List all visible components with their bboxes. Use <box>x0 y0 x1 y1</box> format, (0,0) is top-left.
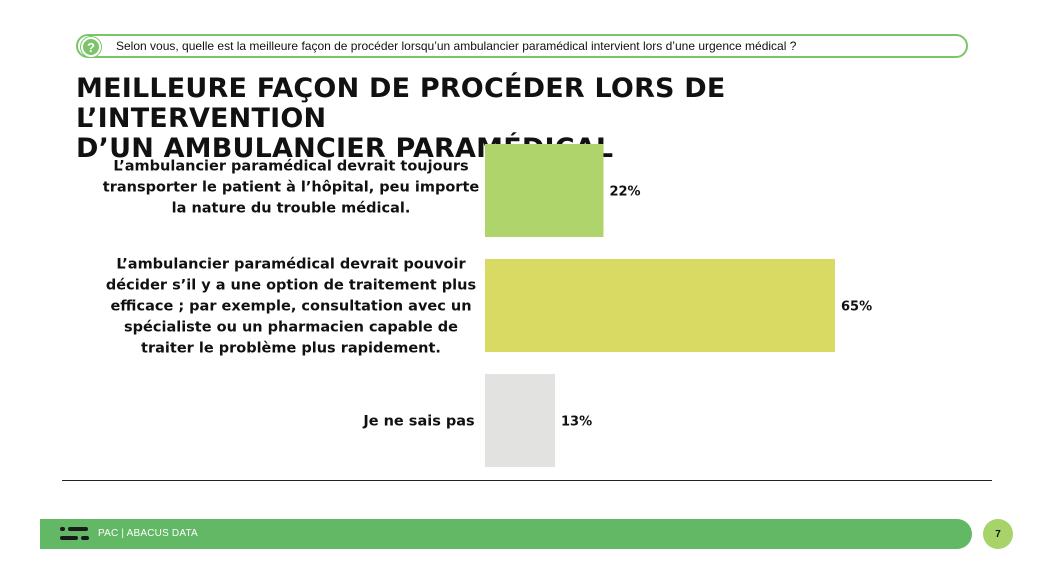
category-label-line: la nature du trouble médical. <box>172 201 411 217</box>
page-number: 7 <box>983 519 1013 549</box>
value-label-3: 13% <box>561 415 592 430</box>
page-title-line-1: MEILLEURE FAÇON DE PROCÉDER LORS DE L’IN… <box>76 73 726 134</box>
category-label-line: spécialiste ou un pharmacien capable de <box>124 320 458 336</box>
bar-1 <box>485 144 604 237</box>
category-label-line: décider s’il y a une option de traitemen… <box>106 278 476 294</box>
footer-bar: PAC | ABACUS DATA <box>40 519 972 549</box>
divider <box>62 480 992 481</box>
value-label-2: 65% <box>841 300 872 315</box>
category-label-line: transporter le patient à l’hôpital, peu … <box>103 180 480 196</box>
abacus-logo-icon <box>60 527 89 540</box>
footer-text: PAC | ABACUS DATA <box>98 528 198 539</box>
bar-2 <box>485 259 835 352</box>
question-bar: ? Selon vous, quelle est la meilleure fa… <box>76 34 968 58</box>
category-label-1: L’ambulancier paramédical devrait toujou… <box>103 159 480 217</box>
category-label-line: traiter le problème plus rapidement. <box>141 341 441 357</box>
category-label-line: efficace ; par exemple, consultation ave… <box>110 299 471 315</box>
question-text: Selon vous, quelle est la meilleure faço… <box>116 39 797 53</box>
category-label-line: Je ne sais pas <box>362 414 474 430</box>
category-label-3: Je ne sais pas <box>362 414 474 430</box>
category-label-line: L’ambulancier paramédical devrait pouvoi… <box>116 257 466 273</box>
category-label-2: L’ambulancier paramédical devrait pouvoi… <box>106 257 476 357</box>
question-icon: ? <box>81 37 101 57</box>
value-label-1: 22% <box>609 185 640 200</box>
category-label-line: L’ambulancier paramédical devrait toujou… <box>113 159 468 175</box>
bar-3 <box>485 374 555 467</box>
